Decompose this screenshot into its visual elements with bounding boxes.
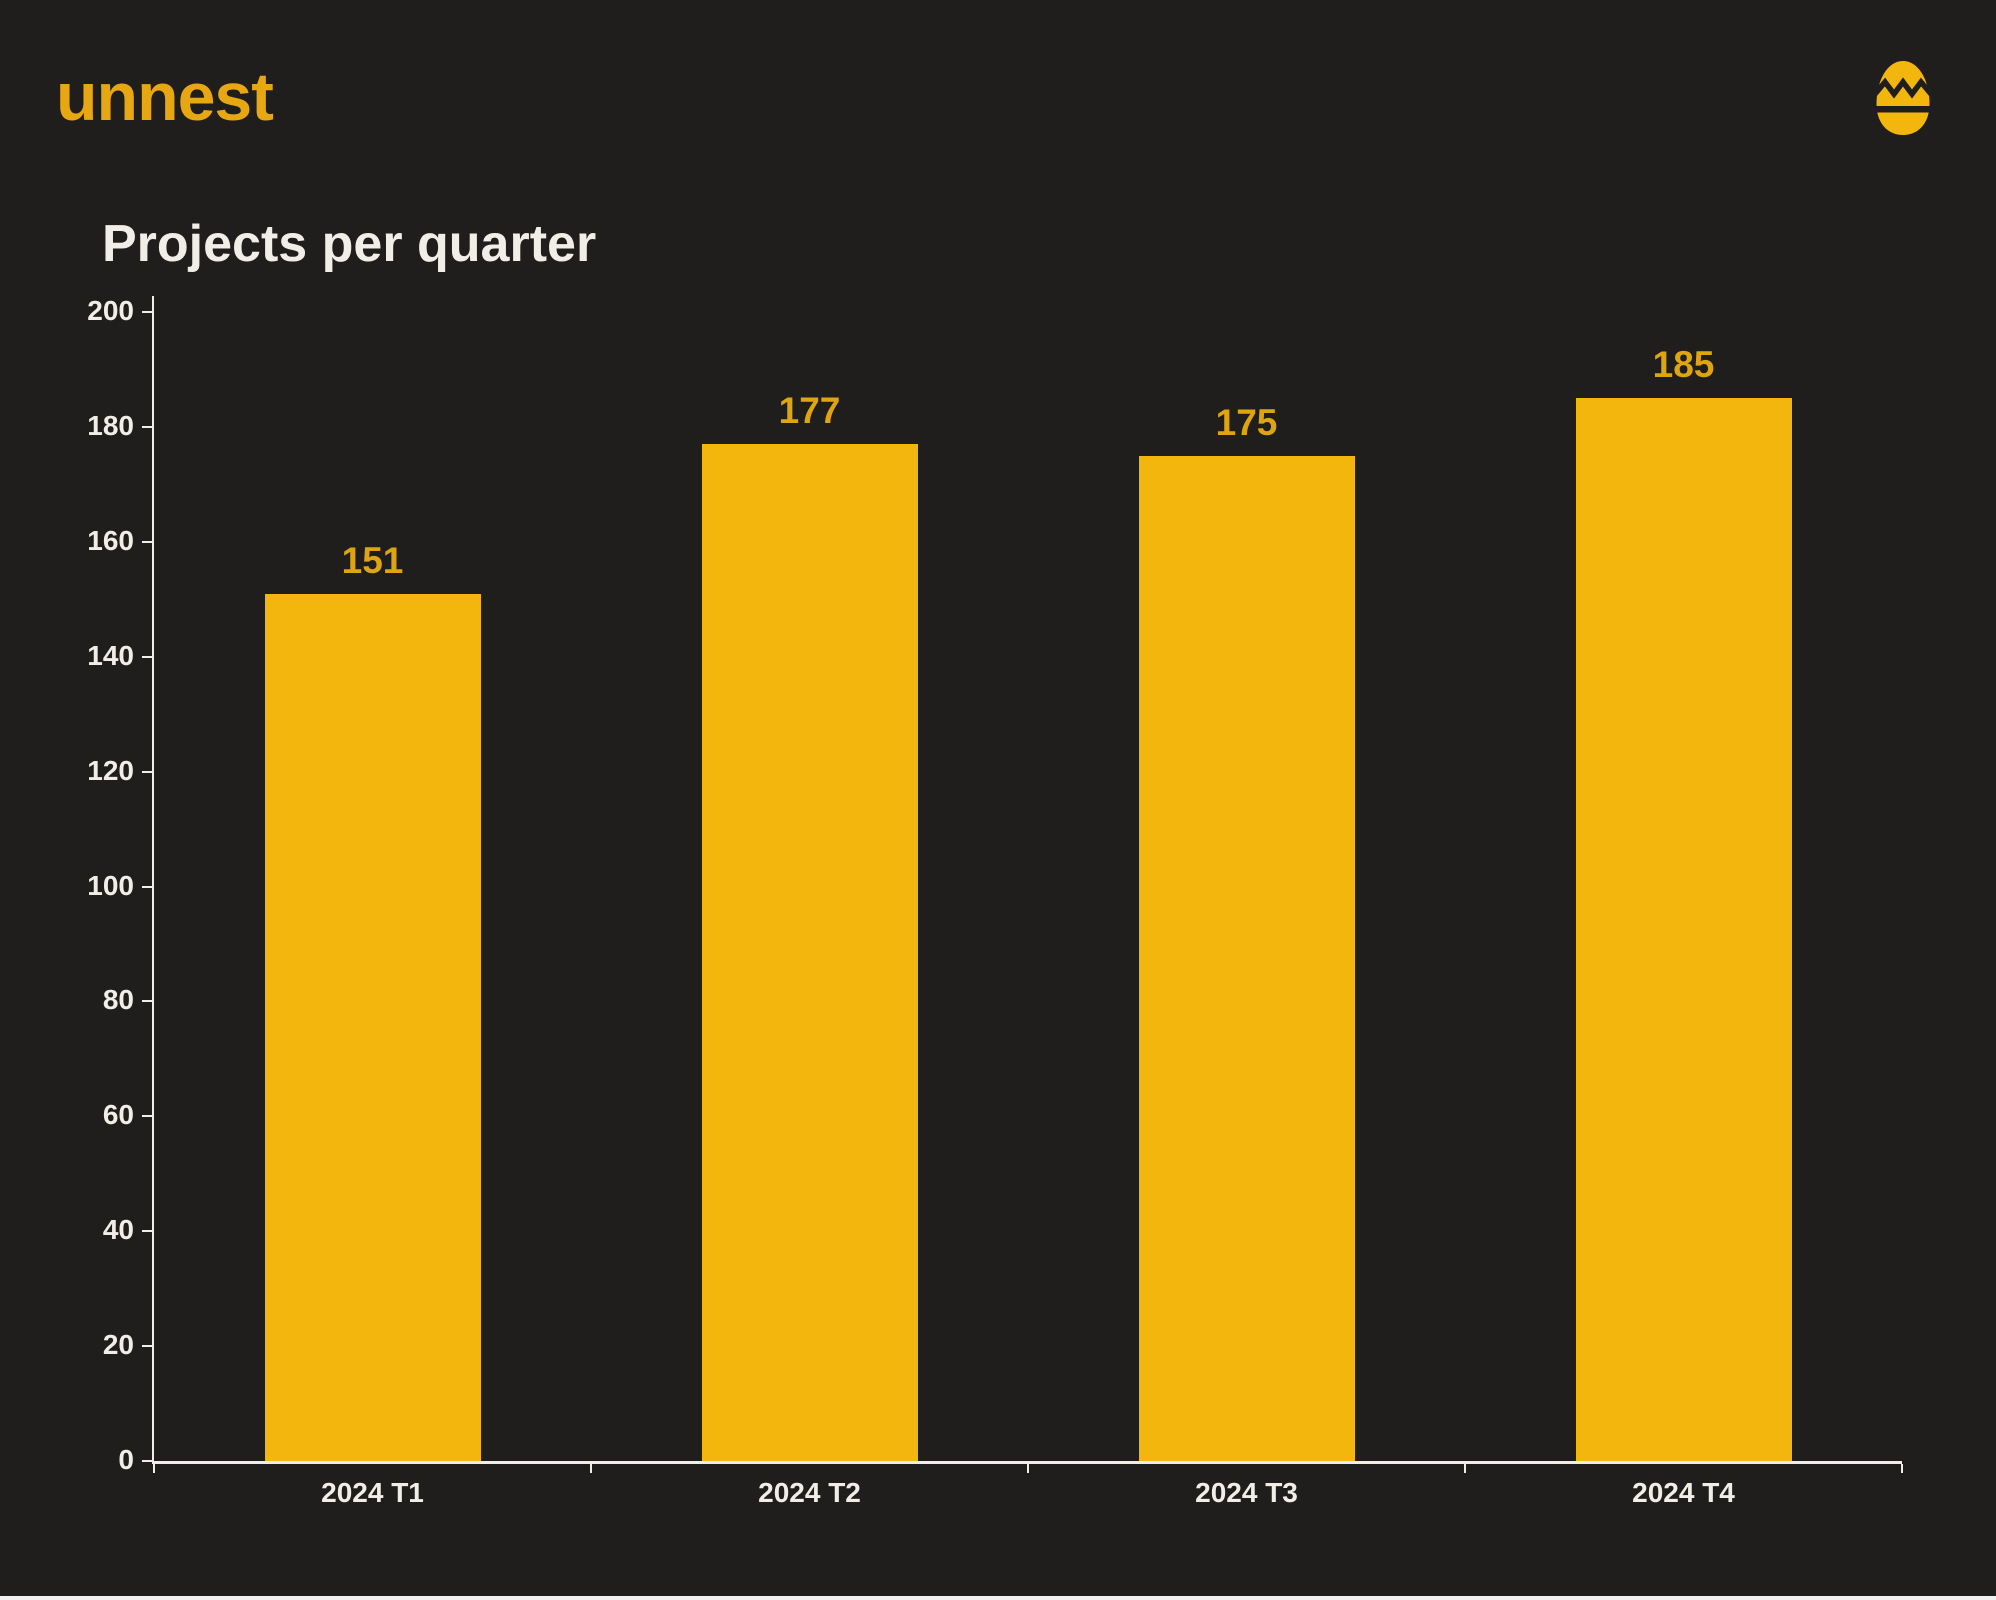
y-axis-tick-label: 80 xyxy=(102,984,134,1016)
y-axis-tick-label: 0 xyxy=(118,1444,134,1475)
y-axis-tick xyxy=(142,1230,152,1233)
plot-area: 0 20 40 60 80 100 120 140 160 180 200 151 2024 T1 177… xyxy=(87,295,1903,1508)
bar-value-label: 175 xyxy=(1215,401,1278,443)
x-axis-tick xyxy=(153,1464,155,1473)
y-axis-tick xyxy=(142,1000,152,1003)
cracked-egg-icon xyxy=(1874,61,1932,135)
y-axis-tick-label: 20 xyxy=(102,1329,134,1361)
bar-value-label: 177 xyxy=(778,390,841,432)
y-axis-tick-label: 140 xyxy=(87,639,134,671)
y-axis-tick-label: 60 xyxy=(102,1099,134,1131)
x-axis-label: 2024 T1 xyxy=(321,1477,424,1508)
x-axis-tick xyxy=(1027,1464,1029,1473)
x-axis-tick xyxy=(590,1464,592,1473)
bar-value-label: 151 xyxy=(341,539,404,581)
x-axis-tick xyxy=(1464,1464,1466,1473)
x-axis-tick xyxy=(1901,1464,1903,1473)
bottom-edge-strip xyxy=(0,1596,1996,1600)
bar-2024-t1[interactable] xyxy=(264,593,481,1461)
brand-logo: unnest xyxy=(56,59,274,135)
x-axis-label: 2024 T2 xyxy=(758,1477,861,1508)
y-axis-tick xyxy=(142,311,152,313)
y-axis-tick xyxy=(142,655,152,658)
y-axis-tick xyxy=(142,770,152,773)
bar-2024-t2[interactable] xyxy=(701,444,918,1461)
chart-title: Projects per quarter xyxy=(102,215,597,273)
y-axis-tick xyxy=(142,885,152,888)
y-axis-tick-label: 200 xyxy=(87,295,134,326)
y-axis-tick-label: 120 xyxy=(87,754,134,786)
y-axis-tick-label: 180 xyxy=(87,409,134,441)
y-axis-tick xyxy=(142,425,152,428)
y-axis-tick-label: 100 xyxy=(87,869,134,901)
y-axis-tick-label: 160 xyxy=(87,524,134,556)
y-axis-tick xyxy=(142,1345,152,1348)
bar-2024-t3[interactable] xyxy=(1138,455,1355,1461)
y-axis-tick xyxy=(142,540,152,543)
bar-value-label: 185 xyxy=(1652,344,1715,386)
x-axis-label: 2024 T3 xyxy=(1195,1477,1298,1508)
y-axis-tick-label: 40 xyxy=(102,1214,134,1246)
x-axis-label: 2024 T4 xyxy=(1632,1477,1735,1508)
bar-2024-t4[interactable] xyxy=(1575,398,1792,1461)
y-axis-tick xyxy=(142,1460,152,1462)
y-axis-tick xyxy=(142,1115,152,1118)
